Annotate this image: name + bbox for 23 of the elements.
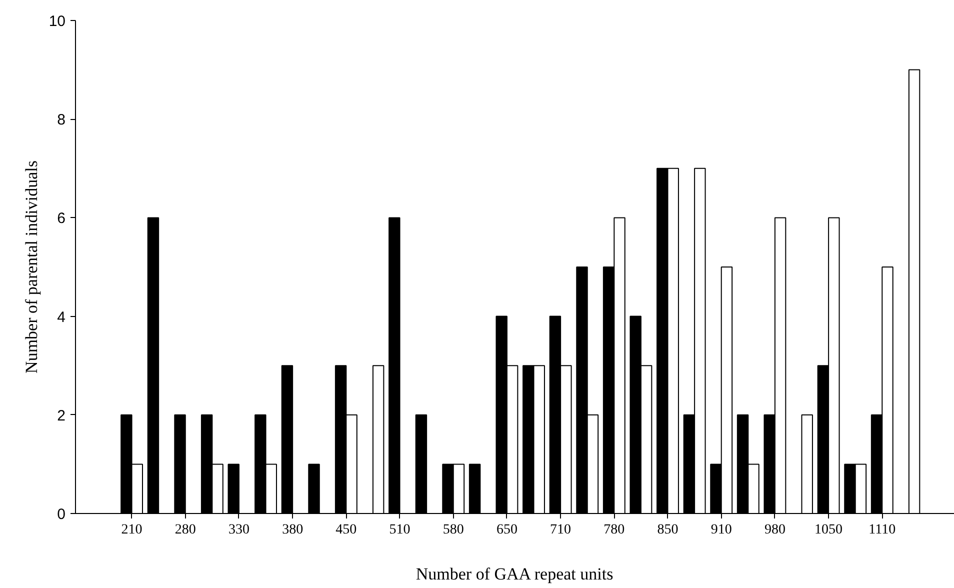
x-tick-label: 380 bbox=[282, 522, 304, 538]
y-axis-title: Number of parental individuals bbox=[22, 160, 41, 374]
y-tick-label: 0 bbox=[57, 506, 66, 523]
x-tick-label: 450 bbox=[336, 522, 357, 538]
y-tick-label: 2 bbox=[57, 407, 66, 424]
y-tick-label: 4 bbox=[57, 308, 66, 326]
x-tick-label: 850 bbox=[657, 522, 678, 538]
x-tick-label: 1110 bbox=[868, 522, 896, 538]
x-tick-label: 580 bbox=[442, 522, 464, 538]
x-tick-label: 1050 bbox=[814, 522, 843, 538]
y-tick-label: 8 bbox=[57, 112, 66, 129]
y-tick-label: 6 bbox=[57, 210, 66, 228]
x-tick-label: 280 bbox=[174, 522, 196, 538]
x-tick-label: 710 bbox=[550, 522, 572, 538]
x-tick-label: 330 bbox=[228, 522, 250, 538]
x-tick-label: 910 bbox=[710, 522, 732, 538]
x-tick-label: 980 bbox=[764, 522, 786, 538]
x-tick-label: 650 bbox=[496, 522, 518, 538]
x-tick-label: 210 bbox=[121, 522, 142, 538]
x-tick-label: 780 bbox=[604, 522, 625, 538]
x-axis-title: Number of GAA repeat units bbox=[416, 564, 614, 584]
y-tick-label: 10 bbox=[48, 13, 66, 30]
x-tick-label: 510 bbox=[389, 522, 410, 538]
